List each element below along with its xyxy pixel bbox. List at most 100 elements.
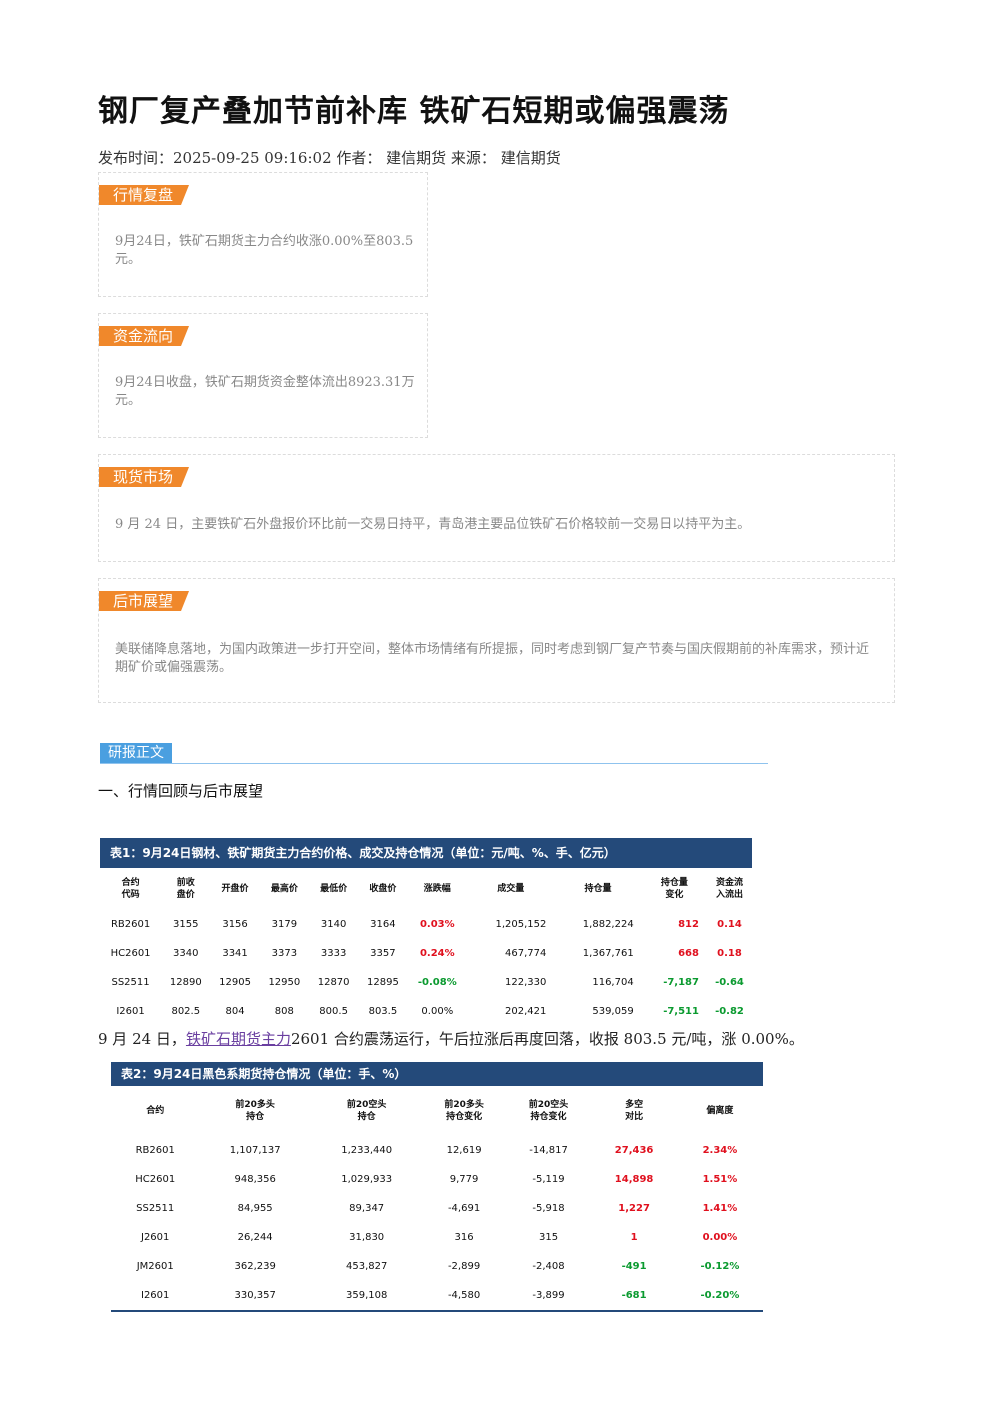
table1-header-text: 持仓量: [584, 884, 612, 894]
table1-body: RB2601 3155 3156 3179 3140 3164 0.03% 1,205,152…: [100, 910, 752, 1026]
table-cell: 1,205,152: [495, 919, 547, 930]
table-cell: 1.41%: [702, 1203, 738, 1214]
table-cell: 668: [678, 948, 699, 959]
table-cell: 359,108: [345, 1290, 388, 1301]
table2-grid: 合约 前20多头 持仓 前20空头 持仓 前20多头 持仓变化 前20空头 持仓变化 多空 对比 偏离…: [111, 1086, 763, 1310]
table2-header-text: 前20多头: [235, 1100, 275, 1110]
table1-header-cell: 最低价: [309, 868, 358, 910]
table-row: RB2601 3155 3156 3179 3140 3164 0.03% 1,205,152…: [100, 910, 752, 939]
table-cell: 812: [678, 919, 699, 930]
table-cell: 2.34%: [702, 1145, 738, 1156]
table-cell: 1,367,761: [582, 948, 634, 959]
table2-body: RB2601 1,107,137 1,233,440 12,619 -14,817 27,…: [111, 1136, 763, 1310]
table-cell: 12890: [169, 977, 202, 988]
table-cell: -7,511: [663, 1006, 699, 1017]
table-cell: 1,107,137: [229, 1145, 281, 1156]
table-cell: -491: [621, 1261, 647, 1272]
table-row: I2601 330,357 359,108 -4,580 -3,899 -681 -0.20…: [111, 1281, 763, 1310]
table1-header-text: 最低价: [320, 884, 348, 894]
table1-header-text: 涨跌幅: [423, 884, 451, 894]
table2: 表2：9月24日黑色系期货持仓情况（单位：手、%） 合约 前20多头 持仓 前20空头…: [111, 1062, 763, 1312]
table-cell: I2601: [141, 1290, 170, 1301]
note-link[interactable]: 铁矿石期货主力: [185, 1030, 291, 1048]
table1-header-cell: 资金流 入流出: [707, 868, 752, 910]
table-row: J2601 26,244 31,830 316 315 1 0.00%: [111, 1223, 763, 1252]
table2-header-text: 前20空头: [528, 1100, 569, 1110]
table1-header-text: 开盘价: [221, 884, 249, 894]
table1-header-text: 合约: [121, 878, 140, 888]
table2-header-text: 前20空头: [346, 1100, 387, 1110]
table-cell: 1,227: [618, 1203, 650, 1214]
table1-header-text: 最高价: [270, 884, 298, 894]
table1-header-cell: 开盘价: [210, 868, 259, 910]
table1-header-text: 盘价: [176, 890, 195, 900]
review-tag: 行情复盘: [99, 185, 189, 205]
table2-title: 表2：9月24日黑色系期货持仓情况（单位：手、%）: [111, 1062, 763, 1086]
table1-title: 表1：9月24日钢材、铁矿期货主力合约价格、成交及持仓情况（单位：元/吨、%、手…: [100, 838, 752, 868]
spot-tag: 现货市场: [99, 467, 189, 487]
table2-header-text: 持仓: [246, 1112, 265, 1122]
table2-header-cell: 前20空头持仓: [311, 1086, 423, 1136]
table-cell: 122,330: [505, 977, 547, 988]
table1-header-text: 变化: [665, 890, 684, 900]
table1-header-text: 前收: [176, 878, 195, 888]
table2-header-cell: 合约: [111, 1086, 199, 1136]
table-cell: RB2601: [135, 1145, 175, 1156]
table1-header-text: 成交量: [497, 884, 525, 894]
table1-header-cell: 最高价: [260, 868, 309, 910]
table-cell: 31,830: [349, 1232, 385, 1243]
table-cell: 808: [274, 1006, 294, 1017]
table-cell: 26,244: [237, 1232, 273, 1243]
page-title: 钢厂复产叠加节前补库 铁矿石短期或偏强震荡: [98, 94, 730, 129]
table-cell: 0.03%: [419, 919, 455, 930]
table1-header-cell: 成交量: [467, 868, 554, 910]
table1-header-text: 代码: [121, 890, 140, 900]
table2-header-cell: 前20多头持仓: [199, 1086, 311, 1136]
table-cell: 1: [630, 1232, 638, 1243]
table-cell: 362,239: [234, 1261, 276, 1272]
table1-header-text: 收盘价: [369, 884, 397, 894]
table-cell: 27,436: [614, 1145, 654, 1156]
spot-text: 9 月 24 日，主要铁矿石外盘报价环比前一交易日持平，青岛港主要品位铁矿石价格…: [115, 517, 751, 532]
table-cell: 800.5: [319, 1006, 348, 1017]
table1-header-cell: 前收 盘价: [161, 868, 210, 910]
table-cell: -14,817: [529, 1145, 568, 1156]
table2-header-text: 持仓: [357, 1112, 376, 1122]
note-suffix: 2601 合约震荡运行，午后拉涨后再度回落，收报 803.5 元/吨，涨 0.0…: [290, 1030, 804, 1048]
table2-header-text: 持仓变化: [530, 1112, 567, 1122]
table-cell: 802.5: [171, 1006, 201, 1017]
table-cell: RB2601: [110, 919, 151, 930]
table-cell: 12905: [219, 977, 251, 988]
outlook-text: 美联储降息落地，为国内政策进一步打开空间，整体市场情绪有所提振，同时考虑到钢厂复…: [115, 642, 870, 675]
table2-header-text: 合约: [146, 1106, 165, 1116]
table2-header-text: 前20多头: [444, 1100, 484, 1110]
table1-grid: 合约 代码 前收 盘价 开盘价 最高价 最低价 收盘价 涨跌幅 成交量 持仓量 持仓量 变化 资金流 入流出…: [100, 868, 752, 1026]
table-cell: 116,704: [592, 977, 634, 988]
table-cell: -0.08%: [417, 977, 457, 988]
table-cell: 0.00%: [421, 1006, 454, 1017]
table1-header-cell: 涨跌幅: [408, 868, 468, 910]
table-row: RB2601 1,107,137 1,233,440 12,619 -14,817 27,…: [111, 1136, 763, 1165]
table2-header-text: 持仓变化: [446, 1112, 483, 1122]
market-note: 9 月 24 日，铁矿石期货主力2601 合约震荡运行，午后拉涨后再度回落，收报…: [98, 1028, 804, 1049]
table-cell: 202,421: [505, 1006, 547, 1017]
table-cell: 1,233,440: [341, 1145, 393, 1156]
table1-header-text: 持仓量: [660, 878, 688, 888]
table2-header-cell: 前20空头持仓变化: [506, 1086, 592, 1136]
table-cell: SS2511: [111, 977, 150, 988]
table-cell: 0.24%: [419, 948, 455, 959]
table-row: HC2601 948,356 1,029,933 9,779 -5,119 14,898 1…: [111, 1165, 763, 1194]
table-cell: 12870: [317, 977, 350, 988]
table1-header-cell: 合约 代码: [100, 868, 161, 910]
table-cell: 0.14: [717, 919, 742, 930]
table-cell: HC2601: [135, 1174, 176, 1185]
table-cell: 316: [454, 1232, 474, 1243]
table-cell: -0.82: [715, 1006, 744, 1017]
section-heading: 一、行情回顾与后市展望: [98, 782, 264, 800]
table-cell: -4,691: [447, 1203, 481, 1214]
table-row: JM2601 362,239 453,827 -2,899 -2,408 -491 -0.1…: [111, 1252, 763, 1281]
table-cell: 467,774: [505, 948, 547, 959]
table-cell: 803.5: [368, 1006, 398, 1017]
table-cell: SS2511: [136, 1203, 175, 1214]
table-cell: 3179: [271, 919, 298, 930]
